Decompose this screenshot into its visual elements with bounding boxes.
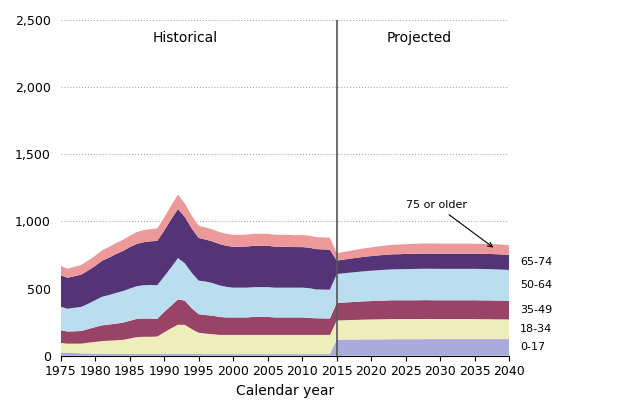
Text: 75 or older: 75 or older (406, 200, 492, 247)
Text: 0-17: 0-17 (520, 342, 545, 352)
X-axis label: Calendar year: Calendar year (236, 384, 334, 398)
Text: 65-74: 65-74 (520, 257, 552, 268)
Text: Historical: Historical (152, 31, 217, 45)
Text: 35-49: 35-49 (520, 305, 552, 315)
Text: 18-34: 18-34 (520, 324, 552, 334)
Text: Projected: Projected (387, 31, 452, 45)
Text: 50-64: 50-64 (520, 280, 552, 290)
